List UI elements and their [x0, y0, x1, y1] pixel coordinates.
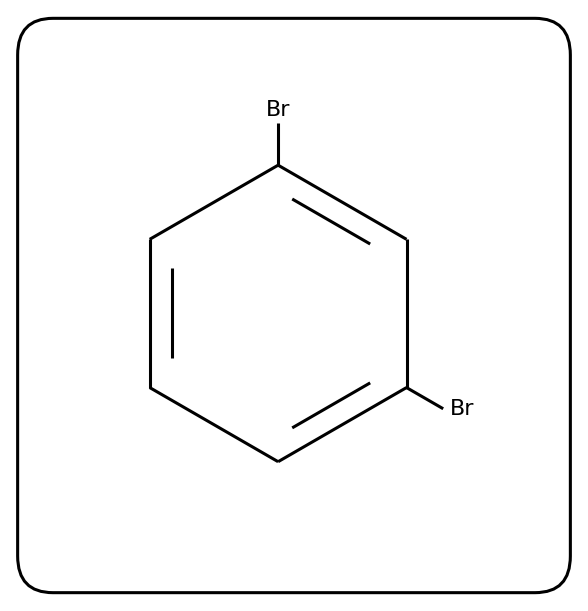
Text: Br: Br	[266, 100, 290, 120]
Text: Br: Br	[450, 399, 474, 419]
